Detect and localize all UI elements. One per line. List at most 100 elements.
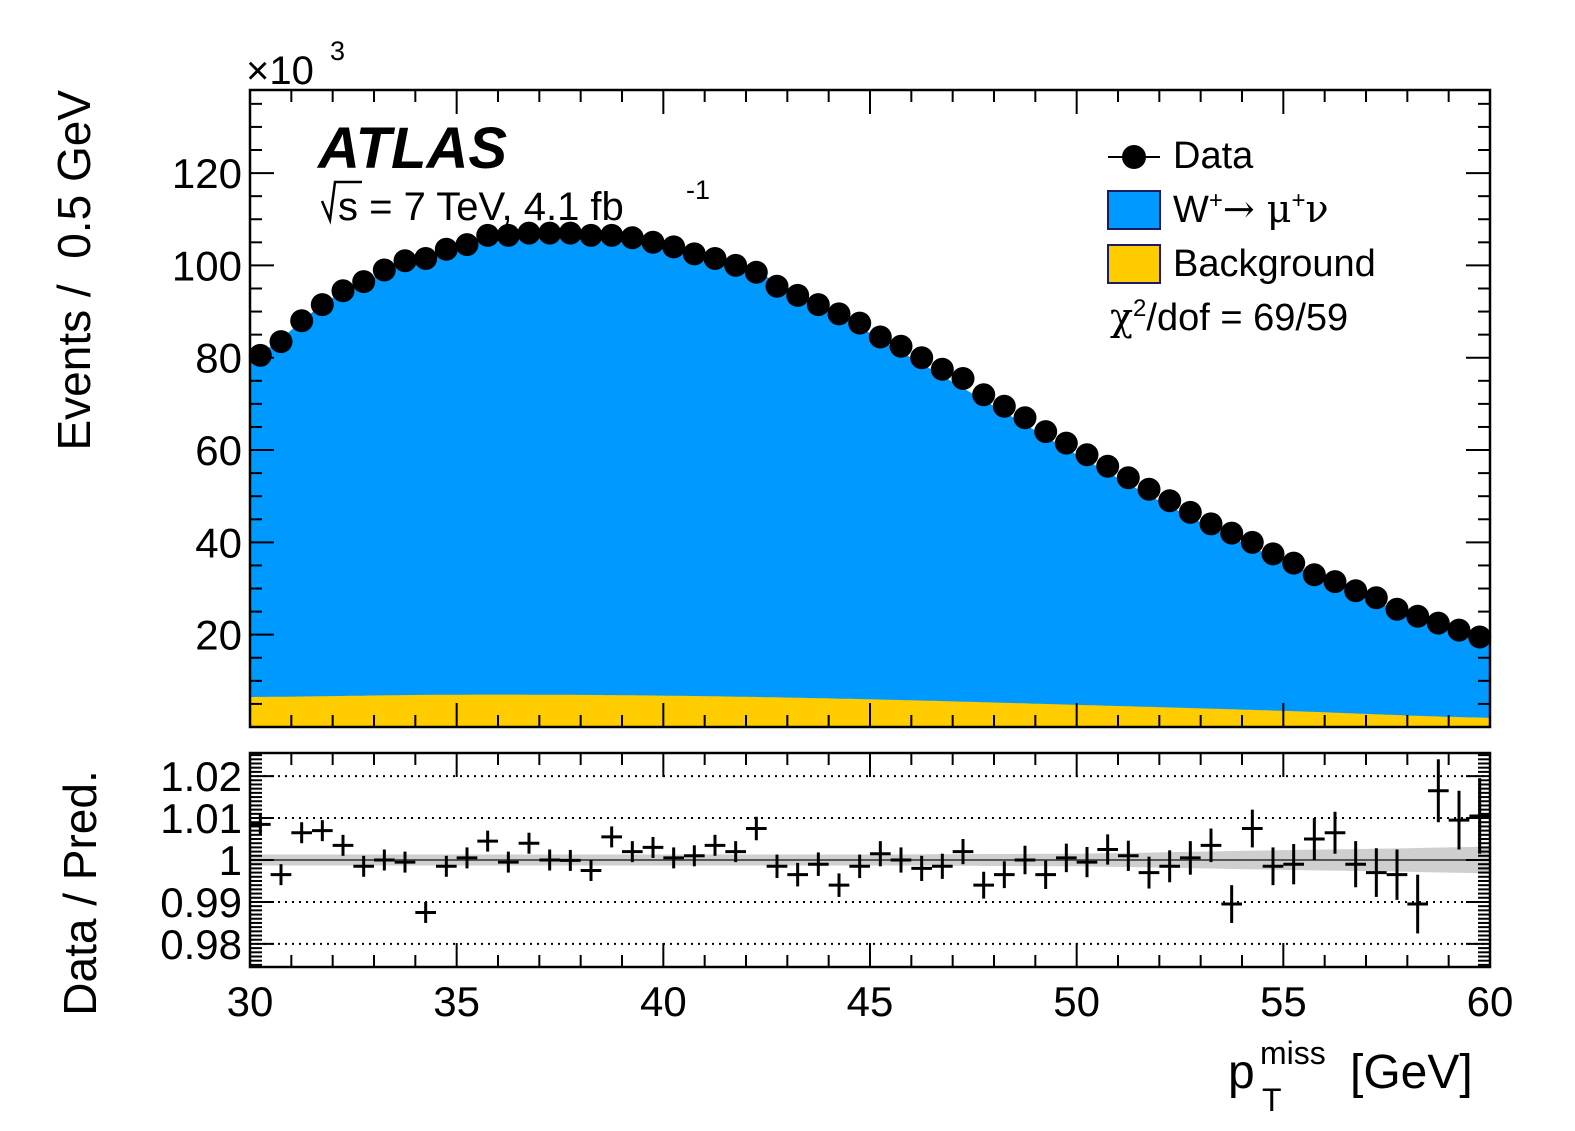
ratio-point [1118, 840, 1139, 871]
data-point [1075, 443, 1099, 467]
ratio-point [704, 834, 726, 856]
main-y-tick-label: 100 [172, 242, 242, 289]
data-point [310, 293, 334, 317]
chi2-label: χ2/dof = 69/59 [1110, 295, 1348, 339]
data-point [1034, 420, 1058, 444]
main-y-tick-label: 20 [195, 612, 242, 659]
data-point [1178, 500, 1202, 524]
data-point [1199, 512, 1223, 536]
data-point [682, 242, 706, 266]
ratio-point [1200, 828, 1222, 863]
data-point [331, 279, 355, 303]
ratio-point [1448, 790, 1470, 850]
data-point [1406, 604, 1430, 628]
data-point [600, 223, 624, 247]
energy-lumi-text: s = 7 TeV, 4.1 fb [338, 185, 624, 229]
data-point [269, 330, 293, 354]
ratio-point [1366, 848, 1387, 897]
ratio-point [291, 822, 312, 844]
ratio-point [808, 852, 829, 876]
ratio-point [849, 854, 870, 879]
ratio-point [1221, 885, 1242, 923]
y-multiplier-exponent: 3 [330, 36, 345, 66]
data-point [352, 270, 376, 294]
ratio-plot-frame [248, 751, 1492, 969]
data-point [393, 249, 417, 273]
data-point [972, 383, 996, 407]
data-point [414, 247, 438, 270]
ratio-point [1242, 809, 1263, 848]
data-point [910, 346, 934, 370]
x-tick-label: 50 [1053, 978, 1100, 1025]
data-point [806, 293, 830, 317]
legend: Data W+→ μ+ν Background χ2/dof = 69/59 [1107, 135, 1376, 339]
ratio-y-tick-label: 1.01 [160, 795, 242, 842]
data-point [1426, 611, 1450, 635]
data-point [930, 357, 954, 381]
ratio-point [539, 849, 560, 871]
data-point [744, 260, 768, 284]
atlas-label: ATLAS [316, 116, 507, 181]
ratio-point [787, 862, 808, 887]
data-point [1385, 597, 1409, 621]
data-point [1323, 570, 1347, 594]
data-point [848, 311, 872, 335]
data-point [786, 283, 810, 307]
data-point [1344, 579, 1368, 603]
legend-entry-background: Background [1107, 243, 1376, 285]
legend-signal-label: W+→ μ+ν [1173, 187, 1329, 231]
ratio-point [973, 871, 994, 899]
data-point [1302, 563, 1326, 587]
data-point [951, 367, 975, 390]
ratio-point [994, 861, 1015, 889]
ratio-point [580, 860, 602, 881]
ratio-point [890, 847, 912, 873]
data-point [1116, 466, 1140, 490]
data-point [1282, 551, 1306, 575]
main-y-tick-label: 40 [195, 519, 242, 566]
ratio-point [1076, 846, 1098, 878]
ratio-point [1324, 811, 1346, 854]
ratio-point [1014, 845, 1036, 875]
main-plot-panel: 20 40 60 80 100 120 [172, 88, 1492, 729]
data-point [889, 334, 913, 358]
data-point [1013, 406, 1037, 430]
data-point [1447, 618, 1471, 642]
data-point [496, 223, 520, 247]
ratio-point [1159, 850, 1180, 883]
ratio-y-tick-label: 0.98 [160, 921, 242, 968]
x-tick-label: 45 [847, 978, 894, 1025]
data-point [620, 226, 644, 250]
ratio-point [642, 836, 664, 858]
x-axis-title-unit: [GeV] [1350, 1046, 1473, 1099]
ratio-point [415, 901, 436, 923]
ratio-point [498, 851, 519, 873]
data-point [1220, 521, 1244, 545]
legend-data-label: Data [1173, 135, 1254, 177]
ratio-point [518, 832, 540, 854]
ratio-point [828, 873, 850, 897]
ratio-point [1035, 860, 1056, 889]
ratio-point [560, 849, 581, 871]
x-tick-label: 40 [640, 978, 687, 1025]
ratio-point [1262, 847, 1284, 886]
ratio-point [911, 855, 932, 881]
data-point [434, 237, 458, 261]
data-point [476, 223, 500, 247]
sqrt-icon [320, 180, 362, 225]
x-tick-label: 35 [433, 978, 480, 1025]
ratio-point [663, 847, 684, 869]
ratio-point [477, 830, 498, 852]
data-point [517, 221, 541, 245]
chi2-text: χ2/dof = 69/59 [1110, 295, 1348, 339]
ratio-point [1407, 874, 1428, 934]
ratio-point [1386, 849, 1408, 900]
energy-lumi-label: s = 7 TeV, 4.1 fb -1 [320, 175, 710, 229]
ratio-point [1138, 856, 1160, 889]
data-point [290, 309, 314, 333]
signal-area-w-mu-nu [250, 232, 1490, 728]
main-y-axis-title: Events / 0.5 GeV [48, 90, 100, 451]
ratio-y-tick-label: 0.99 [160, 879, 242, 926]
lumi-exponent: -1 [686, 175, 710, 205]
ratio-point [746, 816, 767, 841]
